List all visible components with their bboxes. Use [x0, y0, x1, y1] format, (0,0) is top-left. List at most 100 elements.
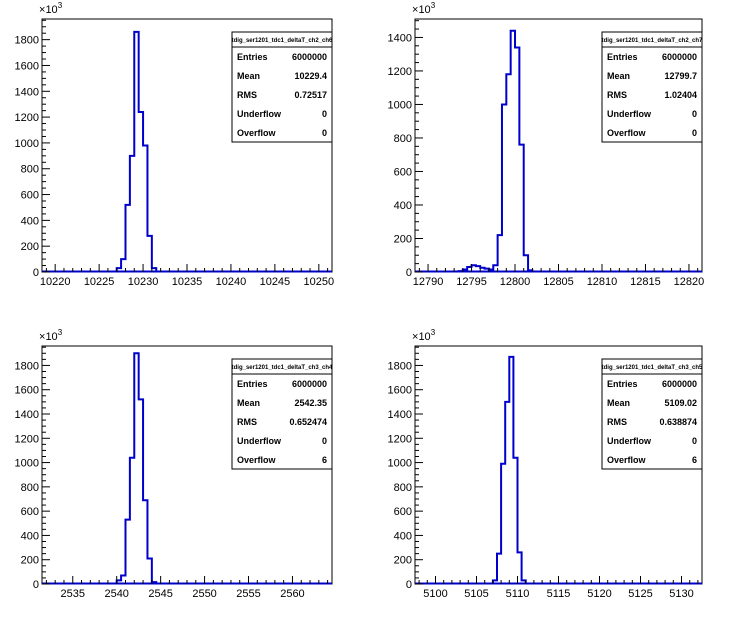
y-tick-label: 1000	[15, 138, 39, 150]
y-tick-label: 0	[406, 267, 412, 279]
stats-rms-label: RMS	[237, 90, 257, 100]
y-tick-label: 600	[21, 506, 39, 518]
stats-entries-value: 6000000	[292, 52, 327, 62]
x-tick-label: 12800	[500, 276, 531, 288]
stats-entries-value: 6000000	[662, 52, 697, 62]
stats-overflow-value: 0	[322, 128, 327, 138]
x-tick-label: 5125	[628, 588, 652, 600]
stats-mean-value: 5109.02	[664, 398, 697, 408]
y-exponent-label: ×103	[412, 1, 436, 16]
y-tick-label: 1400	[15, 86, 39, 98]
stats-title: tdig_ser1201_tdc1_deltaT_ch2_ch7	[602, 38, 703, 44]
y-tick-label: 400	[21, 530, 39, 542]
x-tick-label: 5115	[547, 588, 571, 600]
histogram-line	[491, 355, 527, 584]
y-tick-label: 400	[394, 530, 412, 542]
y-tick-label: 1200	[15, 433, 39, 445]
y-tick-label: 0	[33, 579, 39, 591]
stats-overflow-label: Overflow	[607, 128, 647, 138]
x-tick-label: 10240	[216, 276, 247, 288]
y-tick-label: 0	[406, 579, 412, 591]
y-tick-label: 1600	[388, 385, 412, 397]
y-tick-label: 200	[394, 233, 412, 245]
y-exponent-power: 3	[431, 1, 436, 10]
stats-entries-label: Entries	[607, 52, 638, 62]
x-tick-label: 12795	[456, 276, 487, 288]
x-tick-label: 12790	[413, 276, 444, 288]
stats-underflow-label: Underflow	[607, 109, 652, 119]
stats-mean-value: 10229.4	[294, 71, 327, 81]
x-tick-label: 12810	[587, 276, 618, 288]
x-tick-label: 2540	[104, 588, 128, 600]
y-tick-label: 200	[21, 555, 39, 567]
y-exponent-power: 3	[431, 328, 436, 337]
stats-rms-value: 1.02404	[664, 90, 697, 100]
y-exponent-power: 3	[58, 328, 63, 337]
x-tick-label: 2560	[280, 588, 304, 600]
y-tick-label: 1600	[15, 60, 39, 72]
y-tick-label: 1000	[15, 458, 39, 470]
y-exponent-label: ×103	[39, 1, 63, 16]
stats-overflow-label: Overflow	[237, 128, 277, 138]
stats-overflow-value: 6	[692, 455, 697, 465]
y-exponent-times: ×	[39, 4, 45, 16]
x-tick-label: 5110	[506, 588, 530, 600]
stats-frame	[231, 358, 333, 470]
y-exponent-base: 10	[45, 4, 57, 16]
histogram-line	[457, 29, 534, 273]
y-exponent-times: ×	[412, 4, 418, 16]
y-tick-label: 1800	[15, 360, 39, 372]
stats-frame	[231, 31, 333, 143]
y-tick-label: 400	[21, 215, 39, 227]
stats-underflow-label: Underflow	[237, 436, 282, 446]
stats-entries-label: Entries	[607, 379, 638, 389]
x-tick-label: 10250	[304, 276, 335, 288]
y-exponent-power: 3	[58, 1, 63, 10]
stats-overflow-label: Overflow	[607, 455, 647, 465]
y-tick-label: 1200	[388, 66, 412, 78]
stats-underflow-label: Underflow	[607, 436, 652, 446]
x-tick-label: 5130	[669, 588, 693, 600]
y-tick-label: 200	[21, 241, 39, 253]
y-tick-label: 1400	[388, 32, 412, 44]
histogram-pad-2: 12790 12795 12800 12805 12810 12815 12820 0 200 4…	[388, 1, 705, 288]
stats-underflow-label: Underflow	[237, 109, 282, 119]
y-tick-label: 800	[394, 482, 412, 494]
x-tick-label: 2535	[61, 588, 85, 600]
stats-box: tdig_ser1201_tdc1_deltaT_ch2_ch7 Entries 6…	[601, 31, 703, 143]
histogram-line	[115, 352, 158, 584]
x-tick-label: 2555	[236, 588, 260, 600]
y-exponent-times: ×	[39, 331, 45, 343]
y-exponent-base: 10	[45, 331, 57, 343]
stats-box: tdig_ser1201_tdc1_deltaT_ch3_ch5 Entries 6…	[601, 358, 703, 470]
stats-mean-label: Mean	[607, 71, 630, 81]
stats-entries-label: Entries	[237, 379, 268, 389]
x-tick-label: 12805	[543, 276, 574, 288]
y-tick-label: 0	[33, 267, 39, 279]
stats-underflow-value: 0	[322, 109, 327, 119]
y-tick-label: 400	[394, 200, 412, 212]
y-tick-label: 1800	[388, 360, 412, 372]
x-tick-label: 10245	[260, 276, 291, 288]
x-tick-label: 2550	[192, 588, 216, 600]
y-tick-label: 1000	[388, 99, 412, 111]
x-tick-label: 12815	[630, 276, 661, 288]
y-tick-label: 600	[394, 506, 412, 518]
y-exponent-label: ×103	[412, 328, 436, 343]
x-tick-label: 12820	[674, 276, 705, 288]
histogram-pad-1: 10220 10225 10230 10235 10240 10245 10250 0 200 4…	[15, 1, 335, 288]
stats-underflow-value: 0	[322, 436, 327, 446]
y-exponent-times: ×	[412, 331, 418, 343]
x-tick-label: 5120	[587, 588, 611, 600]
stats-rms-label: RMS	[607, 417, 627, 427]
stats-mean-label: Mean	[237, 71, 260, 81]
y-tick-label: 200	[394, 555, 412, 567]
stats-entries-label: Entries	[237, 52, 268, 62]
y-tick-label: 1400	[388, 409, 412, 421]
y-tick-label: 1200	[388, 433, 412, 445]
stats-mean-label: Mean	[607, 398, 630, 408]
stats-underflow-value: 0	[692, 436, 697, 446]
stats-box: tdig_ser1201_tdc1_deltaT_ch3_ch4 Entries 6…	[231, 358, 333, 470]
stats-overflow-value: 6	[322, 455, 327, 465]
